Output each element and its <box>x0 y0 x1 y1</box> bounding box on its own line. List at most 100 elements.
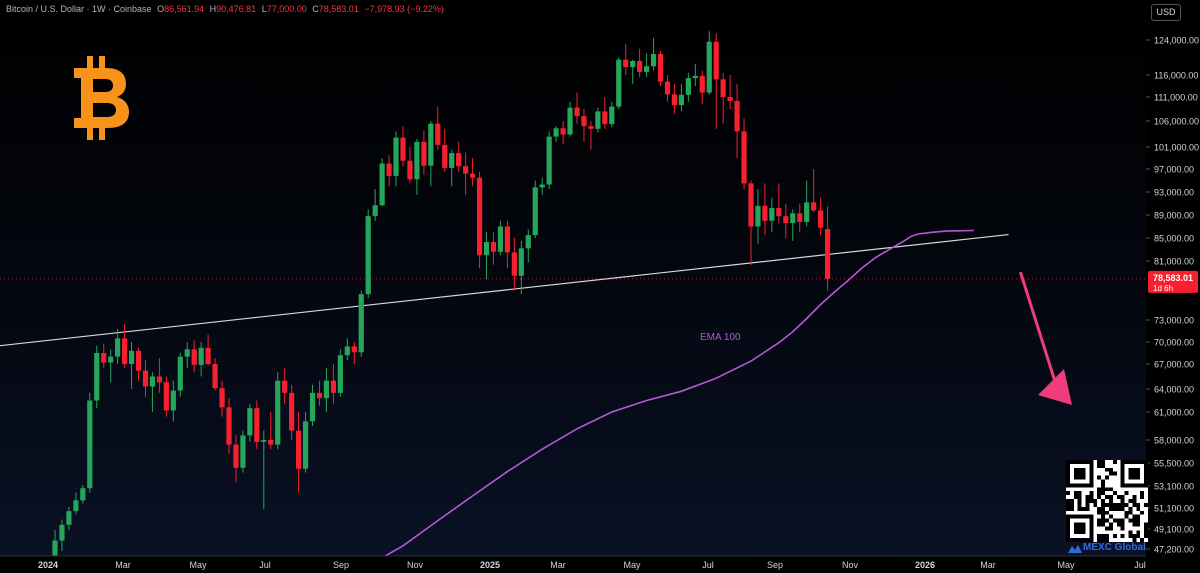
candle-body <box>734 100 740 132</box>
candle <box>435 106 441 150</box>
candle <box>463 152 469 195</box>
bitcoin-logo-icon <box>74 56 129 140</box>
candle-body <box>66 511 72 525</box>
candle-body <box>769 208 775 221</box>
candle-body <box>302 421 309 469</box>
candle-body <box>671 94 678 106</box>
candle-body <box>511 252 517 276</box>
price-tick-label: 73,000.00 <box>1154 316 1194 326</box>
candle <box>365 209 371 298</box>
last-price-tag-bg <box>1148 270 1198 293</box>
price-tick-label: 85,000.00 <box>1154 234 1194 244</box>
candle <box>240 430 246 473</box>
candle-body <box>456 153 462 167</box>
candle <box>414 139 420 195</box>
candle-body <box>630 61 636 68</box>
candle-body <box>644 66 650 72</box>
candle-body <box>657 54 664 82</box>
candle <box>720 72 726 124</box>
price-tick-label: 93,000.00 <box>1154 188 1194 198</box>
currency-button[interactable]: USD <box>1151 4 1181 21</box>
candle-body <box>581 116 587 127</box>
time-tick-label: Jul <box>259 560 271 570</box>
candle <box>623 44 629 75</box>
candle <box>219 380 225 417</box>
candle <box>205 334 211 366</box>
candle-body <box>442 144 448 168</box>
candle <box>309 384 316 426</box>
time-tick-label: 2024 <box>38 560 58 570</box>
candle <box>142 360 149 397</box>
candle-body <box>226 407 232 445</box>
candle <box>644 53 650 78</box>
mexc-logo-icon <box>1068 545 1082 553</box>
close-value: 78,583.01 <box>318 4 359 14</box>
candle <box>490 232 497 265</box>
candle <box>128 342 135 389</box>
symbol-name[interactable]: Bitcoin / U.S. Dollar · 1W · Coinbase <box>6 4 152 14</box>
price-tick-label: 58,000.00 <box>1154 436 1194 446</box>
open-value: 86,561.94 <box>164 4 205 14</box>
candle-body <box>476 177 483 256</box>
candle <box>518 240 524 295</box>
candle <box>198 342 204 377</box>
candle-body <box>602 111 608 125</box>
candle <box>400 126 406 167</box>
candle-body <box>720 79 726 97</box>
candle <box>595 107 601 133</box>
candle-body <box>706 41 712 93</box>
candle-body <box>797 213 803 222</box>
candle-body <box>504 226 510 253</box>
candle-body <box>463 166 469 174</box>
candle-body <box>490 242 497 252</box>
candle-body <box>393 137 399 176</box>
candle-body <box>184 349 190 357</box>
time-tick-label: 2025 <box>480 560 500 570</box>
candle-body <box>59 524 65 541</box>
candle-body <box>115 338 121 357</box>
candle-body <box>637 61 643 72</box>
candle <box>470 158 476 187</box>
candle-body <box>811 202 817 211</box>
candle <box>532 180 538 238</box>
candle <box>87 392 93 493</box>
candle <box>337 349 343 397</box>
candle-body <box>198 347 204 365</box>
candle-body <box>414 141 420 180</box>
price-tick-label: 97,000.00 <box>1154 165 1194 175</box>
candle-body <box>275 380 281 445</box>
price-tick-label: 89,000.00 <box>1154 211 1194 221</box>
time-tick-label: May <box>1057 560 1075 570</box>
price-tick-label: 67,000.00 <box>1154 360 1194 370</box>
arrow-head <box>1038 369 1072 405</box>
plot-area: EMA 100 <box>0 31 1146 573</box>
candle-body <box>323 380 330 399</box>
candle <box>59 519 65 552</box>
candle <box>407 147 413 184</box>
candle-body <box>101 353 107 363</box>
candle <box>428 121 434 187</box>
candle <box>442 128 448 172</box>
candle <box>685 72 691 102</box>
candle-body <box>824 229 831 279</box>
symbol-header[interactable]: Bitcoin / U.S. Dollar · 1W · Coinbase O8… <box>6 4 444 14</box>
candle-body <box>254 408 260 442</box>
candle <box>122 323 128 369</box>
candle <box>456 141 462 172</box>
candle-body <box>818 210 824 228</box>
candle <box>302 412 309 473</box>
candle-body <box>407 160 413 180</box>
candle-body <box>289 392 295 431</box>
ema-100-line <box>354 229 974 573</box>
candle-body <box>804 202 810 222</box>
candle-body <box>365 216 371 295</box>
candle-body <box>205 347 211 364</box>
projection-arrow <box>1019 271 1072 405</box>
candle-body <box>546 136 552 185</box>
candle-body <box>449 153 455 168</box>
candle-body <box>518 248 524 276</box>
candle-body <box>713 41 719 80</box>
candle <box>351 342 357 364</box>
